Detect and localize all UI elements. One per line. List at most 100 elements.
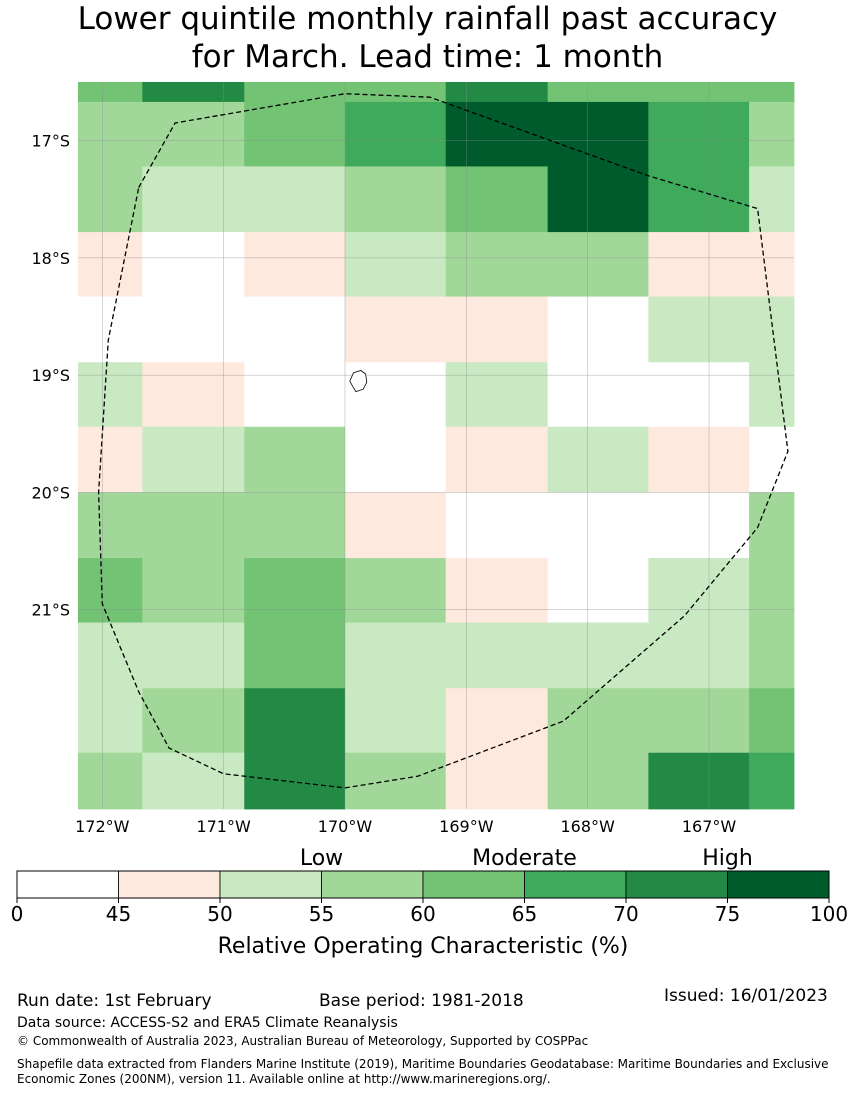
colorbar-segment bbox=[625, 870, 728, 899]
heatmap-cell bbox=[749, 492, 795, 559]
heatmap-cell bbox=[344, 426, 447, 493]
colorbar-segment bbox=[524, 870, 627, 899]
heatmap-cell bbox=[78, 101, 143, 167]
map-overlay bbox=[97, 93, 789, 789]
axis-ticks: 172°W 171°W 170°W 169°W 168°W 167°W 17°S 18°S 19… bbox=[31, 132, 736, 836]
chart-title-line-2: for March. Lead time: 1 month bbox=[191, 39, 664, 75]
heatmap-cell bbox=[547, 82, 649, 103]
heatmap-cell bbox=[78, 232, 143, 297]
heatmap-cell bbox=[244, 166, 346, 233]
shapefile-credit-line-1: Shapefile data extracted from Flanders M… bbox=[17, 1057, 829, 1071]
heatmap-cell bbox=[445, 426, 549, 493]
heatmap-cell bbox=[648, 296, 750, 363]
colorbar: 0 45 50 55 60 65 70 75 100 Low Moderate High Relativ… bbox=[11, 846, 848, 959]
heatmap-cell bbox=[244, 82, 346, 103]
heatmap-cell bbox=[142, 166, 245, 233]
heatmap-cell bbox=[78, 752, 143, 810]
colorbar-tick-label: 55 bbox=[309, 902, 334, 926]
heatmap-cell bbox=[78, 688, 143, 754]
heatmap-cell bbox=[547, 688, 649, 754]
colorbar-segment bbox=[422, 870, 525, 899]
heatmap-cell bbox=[749, 362, 795, 428]
heatmap-cell bbox=[244, 622, 346, 689]
heatmap-cell bbox=[648, 688, 750, 754]
heatmap-cell bbox=[344, 101, 447, 167]
y-tick-label: 17°S bbox=[31, 132, 70, 151]
heatmap-cell bbox=[344, 752, 447, 810]
heatmap-cell bbox=[547, 492, 649, 559]
heatmap-cell bbox=[142, 82, 245, 103]
heatmap-cell bbox=[445, 166, 549, 233]
shapefile-credit-line-2: Economic Zones (200NM), version 11. Avai… bbox=[17, 1072, 551, 1086]
eez-boundary-line bbox=[97, 93, 789, 789]
heatmap-cell bbox=[445, 688, 549, 754]
heatmap-cell bbox=[648, 232, 750, 297]
heatmap-cell bbox=[547, 101, 649, 167]
heatmap-cell bbox=[142, 622, 245, 689]
y-tick-label: 21°S bbox=[31, 601, 70, 620]
heatmap-cell bbox=[78, 492, 143, 559]
heatmap-cell bbox=[547, 166, 649, 233]
heatmap-cell bbox=[344, 622, 447, 689]
heatmap-cell bbox=[445, 232, 549, 297]
heatmap-cell bbox=[749, 166, 795, 233]
heatmap-cell bbox=[78, 362, 143, 428]
heatmap-cell bbox=[445, 622, 549, 689]
heatmap-cell bbox=[244, 688, 346, 754]
run-date: Run date: 1st February bbox=[17, 991, 212, 1011]
colorbar-segment bbox=[727, 870, 830, 899]
figure: 172°W 171°W 170°W 169°W 168°W 167°W 17°S 18°S 19… bbox=[11, 82, 848, 959]
colorbar-tick-label: 45 bbox=[106, 902, 131, 926]
colorbar-segment bbox=[321, 870, 424, 899]
heatmap-cell bbox=[648, 752, 750, 810]
heatmap-cell bbox=[749, 296, 795, 363]
gridlines bbox=[78, 82, 794, 809]
heatmap-cell bbox=[78, 296, 143, 363]
colorbar-tick-label: 60 bbox=[410, 902, 435, 926]
heatmap-cell bbox=[547, 622, 649, 689]
base-period: Base period: 1981-2018 bbox=[319, 991, 524, 1011]
heatmap-cell bbox=[244, 558, 346, 623]
colorbar-segment bbox=[219, 870, 322, 899]
heatmap-cell bbox=[445, 82, 549, 103]
heatmap-cell bbox=[344, 166, 447, 233]
x-tick-label: 168°W bbox=[561, 817, 616, 836]
colorbar-category-label: Low bbox=[300, 846, 343, 871]
heatmap-cell bbox=[547, 232, 649, 297]
heatmap-cell bbox=[547, 362, 649, 428]
heatmap-cell bbox=[142, 558, 245, 623]
colorbar-tick-label: 50 bbox=[207, 902, 232, 926]
heatmap-cell bbox=[78, 166, 143, 233]
heatmap-cell bbox=[142, 101, 245, 167]
heatmap-cell bbox=[749, 82, 795, 103]
heatmap-cells bbox=[78, 82, 795, 810]
colorbar-tick-label: 65 bbox=[512, 902, 537, 926]
colorbar-tick-label: 75 bbox=[715, 902, 740, 926]
heatmap-cell bbox=[142, 426, 245, 493]
heatmap-cell bbox=[648, 558, 750, 623]
heatmap-cell bbox=[244, 362, 346, 428]
heatmap-cell bbox=[749, 752, 795, 810]
colorbar-tick-label: 0 bbox=[11, 902, 24, 926]
heatmap-cell bbox=[142, 296, 245, 363]
heatmap-cell bbox=[445, 362, 549, 428]
heatmap-cell bbox=[244, 101, 346, 167]
heatmap-cell bbox=[648, 622, 750, 689]
island-outline bbox=[349, 370, 368, 393]
colorbar-tick-label: 100 bbox=[810, 902, 848, 926]
colorbar-axis-label: Relative Operating Characteristic (%) bbox=[218, 934, 629, 959]
colorbar-segment bbox=[118, 870, 221, 899]
issued-date: Issued: 16/01/2023 bbox=[664, 986, 828, 1006]
heatmap-cell bbox=[78, 82, 143, 103]
heatmap-cell bbox=[445, 296, 549, 363]
heatmap-cell bbox=[749, 426, 795, 493]
heatmap-cell bbox=[78, 426, 143, 493]
heatmap-cell bbox=[344, 688, 447, 754]
heatmap-cell bbox=[547, 426, 649, 493]
x-tick-label: 169°W bbox=[439, 817, 494, 836]
heatmap-cell bbox=[749, 622, 795, 689]
heatmap-cell bbox=[445, 752, 549, 810]
copyright: © Commonwealth of Australia 2023, Austra… bbox=[17, 1034, 589, 1048]
heatmap-cell bbox=[142, 752, 245, 810]
heatmap-cell bbox=[344, 82, 447, 103]
